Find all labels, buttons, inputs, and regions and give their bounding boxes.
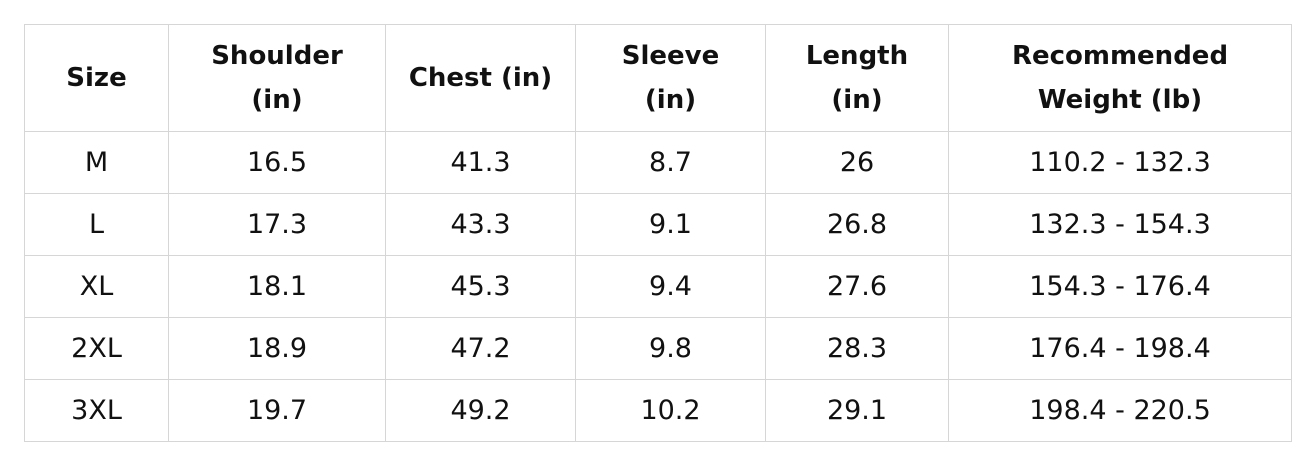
- table-cell: 28.3: [765, 317, 949, 380]
- table-cell: 45.3: [385, 255, 576, 318]
- header-text: Length (in): [805, 41, 909, 115]
- header-cell: Chest (in): [385, 24, 576, 132]
- header-text: Shoulder (in): [211, 41, 343, 115]
- header-cell: Sleeve (in): [575, 24, 766, 132]
- table-row: M 16.5 41.3 8.7 26 110.2 - 132.3: [24, 131, 1292, 194]
- table-row: 3XL 19.7 49.2 10.2 29.1 198.4 - 220.5: [24, 379, 1292, 442]
- table-cell: 132.3 - 154.3: [948, 193, 1292, 256]
- header-cell: Recommended Weight (lb): [948, 24, 1292, 132]
- table-row: 2XL 18.9 47.2 9.8 28.3 176.4 - 198.4: [24, 317, 1292, 380]
- table-cell: 47.2: [385, 317, 576, 380]
- header-cell: Length (in): [765, 24, 949, 132]
- table-cell: 154.3 - 176.4: [948, 255, 1292, 318]
- table-cell: 9.1: [575, 193, 766, 256]
- table-cell: 198.4 - 220.5: [948, 379, 1292, 442]
- table-cell: 176.4 - 198.4: [948, 317, 1292, 380]
- table-cell: 43.3: [385, 193, 576, 256]
- table-cell: 9.4: [575, 255, 766, 318]
- table-row: XL 18.1 45.3 9.4 27.6 154.3 - 176.4: [24, 255, 1292, 318]
- header-cell: Shoulder (in): [168, 24, 386, 132]
- table-cell: 2XL: [24, 317, 169, 380]
- table-cell: XL: [24, 255, 169, 318]
- table-cell: 16.5: [168, 131, 386, 194]
- table-cell: 26: [765, 131, 949, 194]
- table-cell: 49.2: [385, 379, 576, 442]
- table-cell: L: [24, 193, 169, 256]
- table-body: M 16.5 41.3 8.7 26 110.2 - 132.3 L 17.3 43.3 9.1 2…: [24, 131, 1292, 442]
- table-cell: 19.7: [168, 379, 386, 442]
- table-cell: 18.9: [168, 317, 386, 380]
- table-cell: 26.8: [765, 193, 949, 256]
- table-cell: 9.8: [575, 317, 766, 380]
- table-cell: 3XL: [24, 379, 169, 442]
- table-cell: 41.3: [385, 131, 576, 194]
- header-text: Recommended Weight (lb): [1011, 41, 1229, 115]
- header-text: Chest (in): [408, 63, 553, 93]
- table-cell: 29.1: [765, 379, 949, 442]
- table-row: L 17.3 43.3 9.1 26.8 132.3 - 154.3: [24, 193, 1292, 256]
- table-cell: 27.6: [765, 255, 949, 318]
- table-cell: 8.7: [575, 131, 766, 194]
- header-cell: Size: [24, 24, 169, 132]
- header-text: Size: [66, 63, 127, 93]
- header-text: Sleeve (in): [621, 41, 720, 115]
- table-cell: 17.3: [168, 193, 386, 256]
- table-cell: 18.1: [168, 255, 386, 318]
- table-cell: 10.2: [575, 379, 766, 442]
- table-header: Size Shoulder (in) Chest (in) Sleeve (in) Le…: [24, 24, 1292, 132]
- size-table: Size Shoulder (in) Chest (in) Sleeve (in) Le…: [24, 24, 1292, 442]
- table-cell: M: [24, 131, 169, 194]
- table-cell: 110.2 - 132.3: [948, 131, 1292, 194]
- header-row: Size Shoulder (in) Chest (in) Sleeve (in) Le…: [24, 24, 1292, 132]
